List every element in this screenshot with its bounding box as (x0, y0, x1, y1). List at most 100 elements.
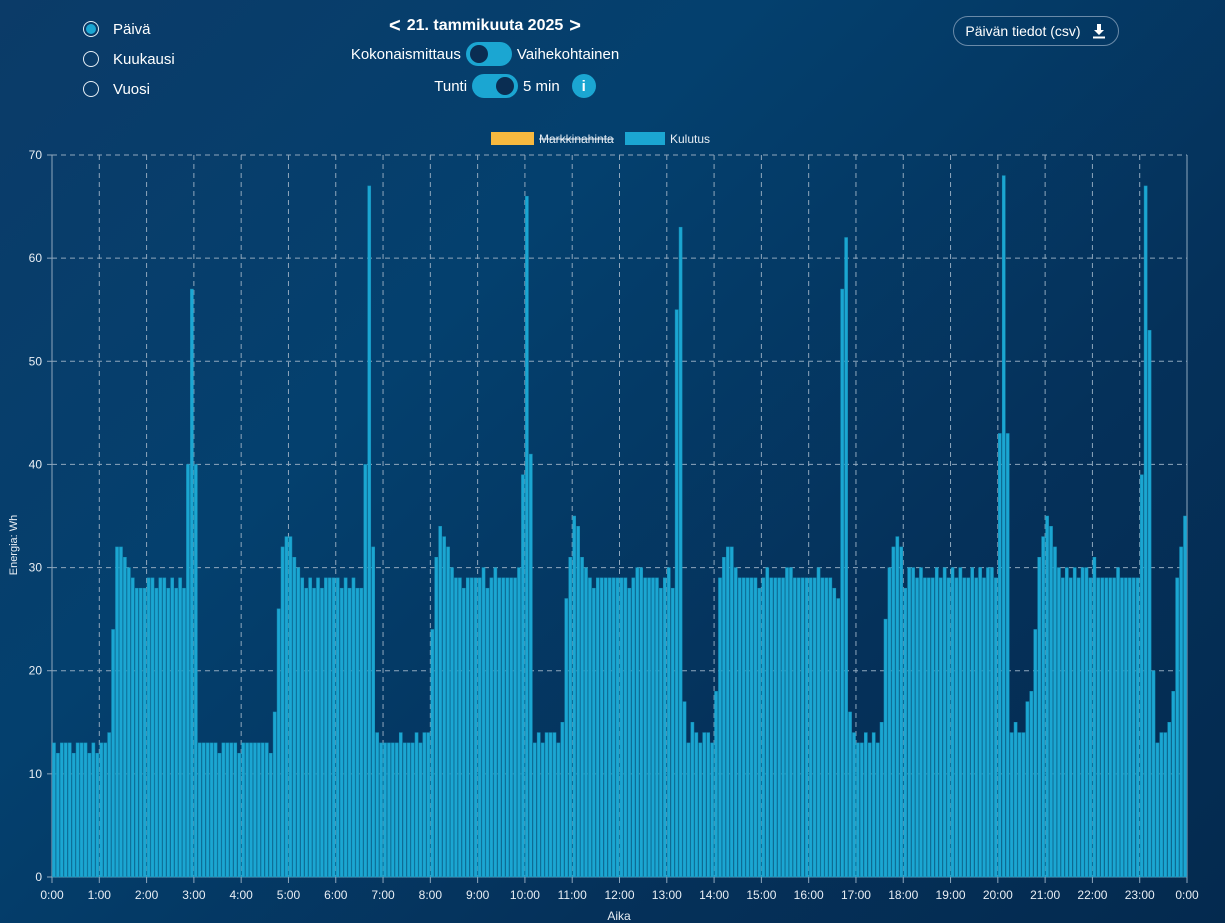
bar[interactable] (115, 546, 119, 878)
bar[interactable] (363, 464, 368, 878)
bar[interactable] (391, 742, 395, 878)
bar[interactable] (489, 577, 494, 878)
bar[interactable] (442, 536, 446, 878)
info-button[interactable]: i (571, 74, 596, 98)
bar[interactable] (521, 474, 525, 878)
bar[interactable] (162, 577, 167, 878)
bar[interactable] (785, 567, 789, 878)
bar[interactable] (60, 742, 64, 878)
bar[interactable] (335, 577, 340, 878)
bar[interactable] (726, 546, 730, 878)
bar[interactable] (414, 732, 419, 878)
bar[interactable] (249, 742, 253, 878)
radio-button[interactable] (83, 81, 99, 97)
bar[interactable] (253, 742, 257, 878)
bar[interactable] (75, 742, 80, 878)
bar[interactable] (1183, 515, 1187, 878)
bar[interactable] (99, 742, 104, 878)
bar[interactable] (95, 752, 100, 878)
bar[interactable] (1080, 567, 1085, 878)
bar[interactable] (1159, 732, 1164, 878)
bar[interactable] (1116, 567, 1120, 878)
bar[interactable] (473, 577, 478, 878)
bar[interactable] (131, 577, 135, 878)
bar[interactable] (800, 577, 805, 878)
bar[interactable] (1025, 701, 1030, 878)
bar[interactable] (324, 577, 328, 878)
bar[interactable] (544, 732, 549, 878)
bar[interactable] (154, 587, 159, 878)
bar[interactable] (197, 742, 202, 878)
bar[interactable] (887, 567, 892, 878)
bar[interactable] (1128, 577, 1132, 878)
bar[interactable] (982, 577, 986, 878)
bar[interactable] (856, 742, 860, 878)
bar[interactable] (737, 577, 742, 878)
bar[interactable] (615, 577, 620, 878)
bar[interactable] (276, 608, 281, 878)
bar[interactable] (990, 567, 994, 878)
bar[interactable] (840, 288, 844, 878)
bar[interactable] (1124, 577, 1128, 878)
bar[interactable] (757, 587, 762, 878)
bar[interactable] (674, 309, 679, 878)
bar[interactable] (454, 577, 458, 878)
bar[interactable] (529, 453, 533, 878)
bar[interactable] (367, 185, 372, 878)
bar[interactable] (611, 577, 616, 878)
bar[interactable] (761, 577, 766, 878)
bar[interactable] (651, 577, 655, 878)
bar[interactable] (209, 742, 214, 878)
bar[interactable] (564, 598, 569, 878)
bar[interactable] (942, 567, 947, 878)
bar[interactable] (915, 577, 919, 878)
bar[interactable] (749, 577, 754, 878)
radio-vuosi[interactable]: Vuosi (83, 74, 175, 104)
bar[interactable] (280, 546, 285, 878)
bar[interactable] (497, 577, 502, 878)
bar[interactable] (481, 567, 486, 878)
bar[interactable] (1037, 557, 1042, 878)
bar[interactable] (347, 587, 352, 878)
bar[interactable] (631, 577, 636, 878)
bar[interactable] (556, 742, 561, 878)
bar[interactable] (284, 536, 289, 878)
bar[interactable] (623, 577, 628, 878)
bar[interactable] (379, 742, 383, 878)
bar[interactable] (706, 732, 710, 878)
bar[interactable] (844, 237, 848, 878)
bar[interactable] (1053, 546, 1057, 878)
bar[interactable] (718, 577, 722, 878)
bar[interactable] (1120, 577, 1124, 878)
bar[interactable] (619, 577, 624, 878)
bar[interactable] (824, 577, 829, 878)
bar[interactable] (351, 577, 356, 878)
bar[interactable] (934, 567, 939, 878)
bar[interactable] (150, 577, 155, 878)
radio-paiva[interactable]: Päivä (83, 14, 175, 44)
bar[interactable] (1001, 175, 1006, 878)
bar[interactable] (103, 742, 107, 878)
bar[interactable] (1017, 732, 1022, 878)
bar[interactable] (682, 701, 687, 878)
bar[interactable] (1132, 577, 1136, 878)
bar[interactable] (639, 567, 643, 878)
bar[interactable] (741, 577, 746, 878)
bar[interactable] (509, 577, 513, 878)
bar[interactable] (1143, 185, 1148, 878)
measurement-toggle[interactable] (465, 42, 512, 66)
bar[interactable] (1041, 536, 1045, 878)
bar[interactable] (158, 577, 163, 878)
bar[interactable] (848, 711, 852, 878)
bar[interactable] (190, 288, 194, 878)
bar[interactable] (753, 577, 758, 878)
bar[interactable] (576, 526, 580, 878)
bar[interactable] (186, 464, 190, 878)
bar[interactable] (789, 567, 793, 878)
bar[interactable] (568, 557, 573, 878)
bar[interactable] (599, 577, 604, 878)
bar[interactable] (931, 577, 935, 878)
bar[interactable] (919, 567, 923, 878)
download-csv-button[interactable]: Päivän tiedot (csv) (953, 16, 1119, 46)
bar[interactable] (79, 742, 84, 878)
